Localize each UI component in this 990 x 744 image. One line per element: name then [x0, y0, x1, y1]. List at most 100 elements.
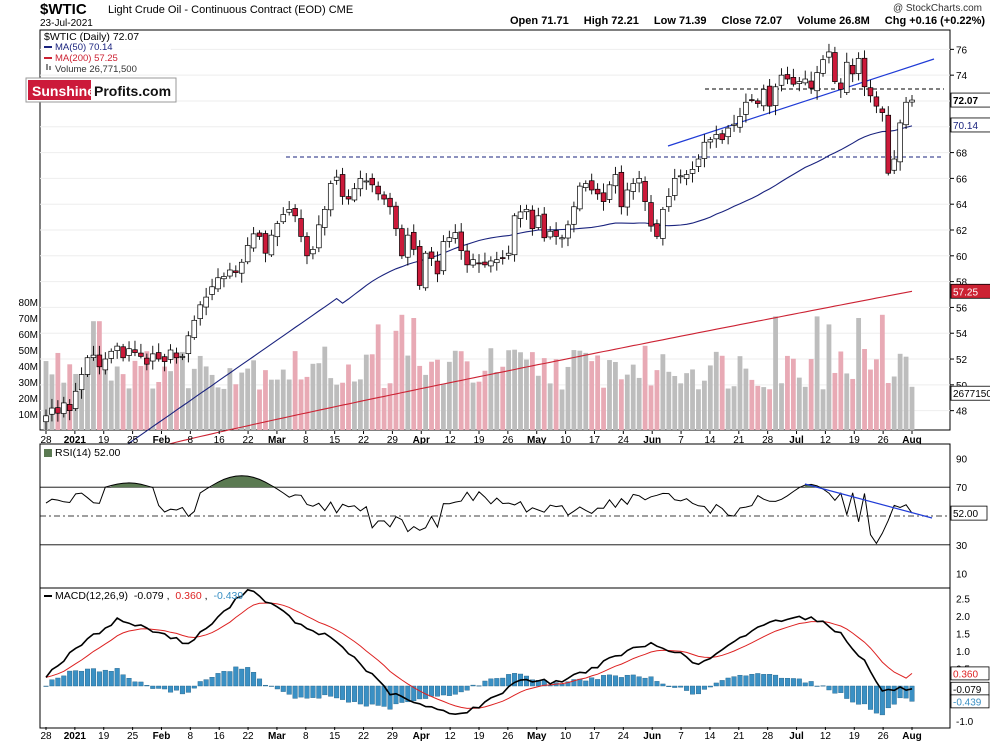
volume-tick-label: 80M — [19, 298, 38, 309]
volume-bar — [375, 324, 381, 430]
price-tick-label: 64 — [956, 200, 968, 211]
candle-body — [760, 89, 767, 107]
volume-bar — [476, 381, 482, 430]
candle-body — [802, 78, 808, 84]
macd-hist-bar — [340, 685, 346, 700]
macd-hist-bar — [784, 678, 790, 687]
macd-date-axis: 28 2021 19 25 Feb 8 16 22 Mar 8 15 22 29 Apr 12 19 26 May… — [40, 727, 922, 742]
candle-body — [594, 188, 601, 195]
macd-hist-bar — [482, 680, 488, 687]
volume-bar — [755, 385, 761, 430]
candle-body — [719, 133, 725, 141]
candle-body — [114, 345, 120, 351]
macd-value-tag-label: 0.360 — [953, 669, 978, 680]
macd-hist-bar — [512, 673, 518, 687]
macd-hist-bar — [221, 671, 227, 687]
macd-hist-bar — [707, 685, 713, 688]
price-legend: $WTIC (Daily) 72.07 MA(50) 70.14 MA(200)… — [41, 31, 171, 75]
volume-bar — [488, 348, 494, 430]
candle-body — [535, 215, 542, 228]
candle-body — [167, 349, 174, 360]
volume-bar — [245, 368, 251, 430]
volume-bar — [565, 366, 571, 430]
date-tick-label: 26 — [502, 731, 514, 742]
date-tick-label: 25 — [127, 435, 139, 446]
date-tick-label: 7 — [678, 435, 684, 446]
rsi-legend-swatch — [44, 449, 52, 457]
volume-bar — [826, 324, 832, 430]
macd-hist-bar — [452, 685, 458, 695]
candle-body — [571, 206, 577, 225]
macd-hist-bar — [885, 685, 891, 709]
macd-hist-bar — [749, 674, 755, 687]
volume-bar — [790, 358, 796, 430]
candle-body — [381, 194, 387, 200]
candle-body — [191, 319, 198, 338]
high-label: High — [583, 15, 609, 27]
candle-body — [363, 180, 370, 183]
macd-hist-bar — [138, 681, 144, 687]
macd-hist-bar — [678, 685, 684, 688]
candle-body — [612, 174, 619, 187]
candle-body — [583, 183, 589, 188]
volume-bar — [607, 360, 612, 430]
volume-bar — [221, 388, 227, 430]
candle-body — [452, 232, 459, 239]
candle-body — [897, 122, 903, 163]
date-tick-label: 19 — [849, 435, 861, 446]
macd-tick-label: 2.0 — [956, 612, 970, 623]
volume-bar — [672, 376, 678, 430]
macd-hist-bar — [316, 685, 322, 699]
logo-part2: Profits.com — [94, 83, 171, 99]
date-tick-label: 8 — [188, 731, 194, 742]
macd-hist-bar — [820, 685, 826, 687]
candle-body — [755, 100, 761, 104]
candle-body — [49, 407, 55, 415]
volume-bar — [55, 352, 61, 430]
volume-bar — [441, 383, 446, 430]
macd-hist-bar — [162, 685, 168, 690]
candle-body — [458, 231, 464, 251]
candle-body — [55, 407, 61, 414]
volume-bar — [891, 376, 897, 430]
volume-bar — [340, 382, 345, 430]
date-tick-label: 28 — [762, 435, 774, 446]
candle-body — [713, 134, 720, 140]
rsi-tag-box — [950, 505, 988, 521]
volume-bar — [357, 379, 363, 430]
price-tick-label: 52 — [956, 355, 968, 366]
date-tick-label: 19 — [473, 731, 485, 742]
change-readout: Chg +0.16 (+0.22%) — [885, 15, 990, 27]
rsi-tick-label: 70 — [956, 483, 968, 494]
candle-body — [784, 74, 791, 80]
logo-part1: Sunshine — [32, 83, 95, 99]
volume-bar — [624, 374, 630, 430]
date-tick-label: Mar — [268, 731, 286, 742]
macd-hist-bar — [612, 675, 618, 687]
macd-hist-bar — [595, 679, 601, 687]
price-axis: 485052545658606264666870727476 — [950, 45, 968, 418]
price-tick-label: 66 — [956, 174, 968, 185]
volume-bar — [304, 376, 310, 430]
date-tick-label: 17 — [589, 435, 601, 446]
volume-bar — [144, 351, 150, 430]
candle-body — [316, 224, 322, 249]
date-tick-label: May — [527, 731, 547, 742]
candle-body — [96, 354, 103, 368]
candle-body — [529, 209, 536, 230]
candle-body — [778, 74, 785, 86]
date-tick-label: 28 — [40, 435, 52, 446]
candle-body — [440, 241, 447, 272]
price-tick-label: 76 — [956, 45, 968, 56]
candle-body — [411, 231, 417, 250]
volume-bar — [150, 388, 156, 430]
volume-bar — [636, 377, 642, 430]
date-tick-label: 2021 — [64, 731, 87, 742]
date-tick-label: 16 — [214, 731, 226, 742]
candle-body — [333, 176, 340, 181]
macd-hist-bar — [126, 677, 132, 687]
date-tick-label: 19 — [473, 435, 485, 446]
candle-body — [399, 228, 405, 257]
candle-body — [102, 358, 109, 371]
rsi-panel: 1030507090 RSI(14) 52.00 52.00 — [39, 443, 988, 589]
